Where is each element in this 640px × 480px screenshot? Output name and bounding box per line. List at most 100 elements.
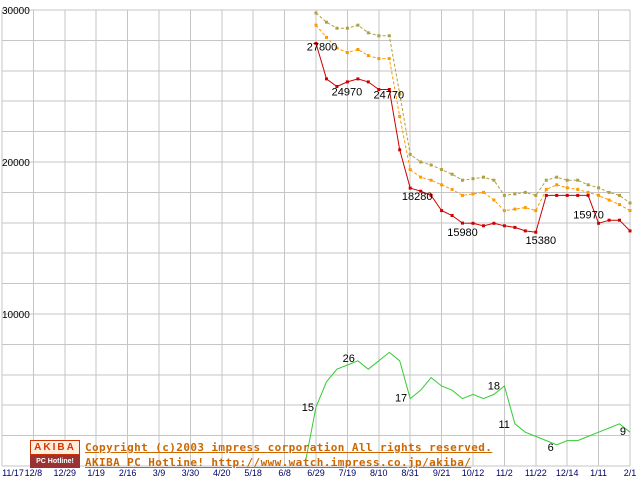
marker-highest-price xyxy=(576,178,580,182)
marker-lowest-price xyxy=(502,224,506,228)
marker-average-price xyxy=(440,183,444,187)
x-axis-label: 12/8 xyxy=(25,468,43,478)
akiba-logo: AKIBA PC Hotline! xyxy=(30,440,80,468)
x-axis-label: 12/29 xyxy=(54,468,77,478)
marker-highest-price xyxy=(544,178,548,182)
marker-lowest-price xyxy=(314,41,318,45)
marker-highest-price xyxy=(366,31,370,35)
marker-lowest-price xyxy=(576,193,580,197)
marker-highest-price xyxy=(461,178,464,182)
marker-lowest-price xyxy=(335,85,339,88)
marker-lowest-price xyxy=(450,214,454,217)
marker-highest-price xyxy=(555,175,559,179)
marker-average-price xyxy=(471,192,475,196)
marker-average-price xyxy=(377,57,381,61)
marker-lowest-price xyxy=(492,221,496,225)
marker-highest-price xyxy=(618,193,621,197)
marker-average-price xyxy=(513,207,517,211)
marker-lowest-price xyxy=(555,193,559,197)
site-link[interactable]: AKIBA PC Hotline! http://www.watch.impre… xyxy=(85,456,472,469)
marker-highest-price xyxy=(419,160,423,164)
marker-lowest-price xyxy=(398,148,402,152)
marker-average-price xyxy=(576,187,580,191)
marker-lowest-price xyxy=(429,193,433,197)
x-axis-label: 7/19 xyxy=(339,468,357,478)
x-axis-label: 6/8 xyxy=(278,468,291,478)
marker-lowest-price xyxy=(586,193,590,197)
marker-highest-price xyxy=(408,152,412,156)
point-label-6: 6 xyxy=(548,442,554,454)
marker-lowest-price xyxy=(534,230,538,234)
akiba-logo-subtext: PC Hotline! xyxy=(30,455,80,468)
marker-average-price xyxy=(335,46,339,50)
marker-highest-price xyxy=(335,26,339,30)
marker-average-price xyxy=(555,183,559,187)
marker-highest-price xyxy=(429,163,433,167)
marker-average-price xyxy=(597,193,601,197)
marker-highest-price xyxy=(492,178,496,182)
marker-average-price xyxy=(429,178,433,182)
marker-highest-price xyxy=(325,20,328,24)
marker-lowest-price xyxy=(345,80,349,84)
marker-lowest-price xyxy=(325,77,328,81)
marker-average-price xyxy=(544,187,548,191)
x-axis-label: 12/14 xyxy=(556,468,579,478)
marker-highest-price xyxy=(628,201,632,205)
marker-average-price xyxy=(586,190,590,194)
point-label-15980: 15980 xyxy=(447,227,478,239)
point-label-11: 11 xyxy=(498,419,509,431)
marker-highest-price xyxy=(377,34,381,38)
akiba-logo-text: AKIBA xyxy=(30,440,80,455)
marker-highest-price xyxy=(513,192,517,196)
marker-highest-price xyxy=(534,193,538,197)
marker-average-price xyxy=(461,193,464,197)
x-axis-label: 11/2 xyxy=(496,468,513,478)
x-axis-label: 6/29 xyxy=(307,468,325,478)
point-label-17: 17 xyxy=(395,393,407,405)
marker-highest-price xyxy=(440,168,444,172)
marker-average-price xyxy=(565,186,569,190)
marker-lowest-price xyxy=(565,193,569,197)
marker-highest-price xyxy=(523,190,527,194)
marker-lowest-price xyxy=(461,221,464,225)
point-label-15970: 15970 xyxy=(573,209,604,221)
marker-highest-price xyxy=(398,92,402,96)
x-axis-label: 8/31 xyxy=(401,468,419,478)
marker-average-price xyxy=(398,114,402,118)
x-axis-label: 4/20 xyxy=(213,468,231,478)
x-axis-label: 10/12 xyxy=(462,468,485,478)
point-label-9: 9 xyxy=(620,426,626,438)
marker-average-price xyxy=(314,23,318,27)
marker-highest-price xyxy=(597,186,601,190)
point-label-18: 18 xyxy=(488,380,500,392)
marker-average-price xyxy=(325,35,328,39)
point-label-15: 15 xyxy=(302,402,314,414)
marker-average-price xyxy=(482,190,485,194)
x-axis-label: 2/16 xyxy=(119,468,137,478)
x-axis-label: 11/17 xyxy=(2,468,24,478)
x-axis-label: 1/19 xyxy=(87,468,105,478)
marker-lowest-price xyxy=(408,186,412,190)
marker-lowest-price xyxy=(366,80,370,84)
marker-highest-price xyxy=(482,175,485,179)
marker-highest-price xyxy=(345,26,349,30)
x-axis-label: 11/22 xyxy=(525,468,547,478)
marker-highest-price xyxy=(502,193,506,197)
x-axis-label: 3/30 xyxy=(182,468,200,478)
marker-average-price xyxy=(523,206,527,210)
marker-average-price xyxy=(502,209,506,213)
marker-lowest-price xyxy=(482,224,485,228)
y-axis-label: 20000 xyxy=(2,158,30,169)
x-axis-label: 1/11 xyxy=(590,468,607,478)
x-axis-label: 5/18 xyxy=(244,468,262,478)
marker-average-price xyxy=(450,187,454,191)
marker-lowest-price xyxy=(387,88,391,91)
marker-lowest-price xyxy=(513,225,517,229)
point-label-15380: 15380 xyxy=(526,235,557,247)
marker-highest-price xyxy=(356,23,360,27)
x-axis-label: 3/9 xyxy=(153,468,166,478)
marker-highest-price xyxy=(314,11,318,15)
marker-average-price xyxy=(628,209,632,213)
